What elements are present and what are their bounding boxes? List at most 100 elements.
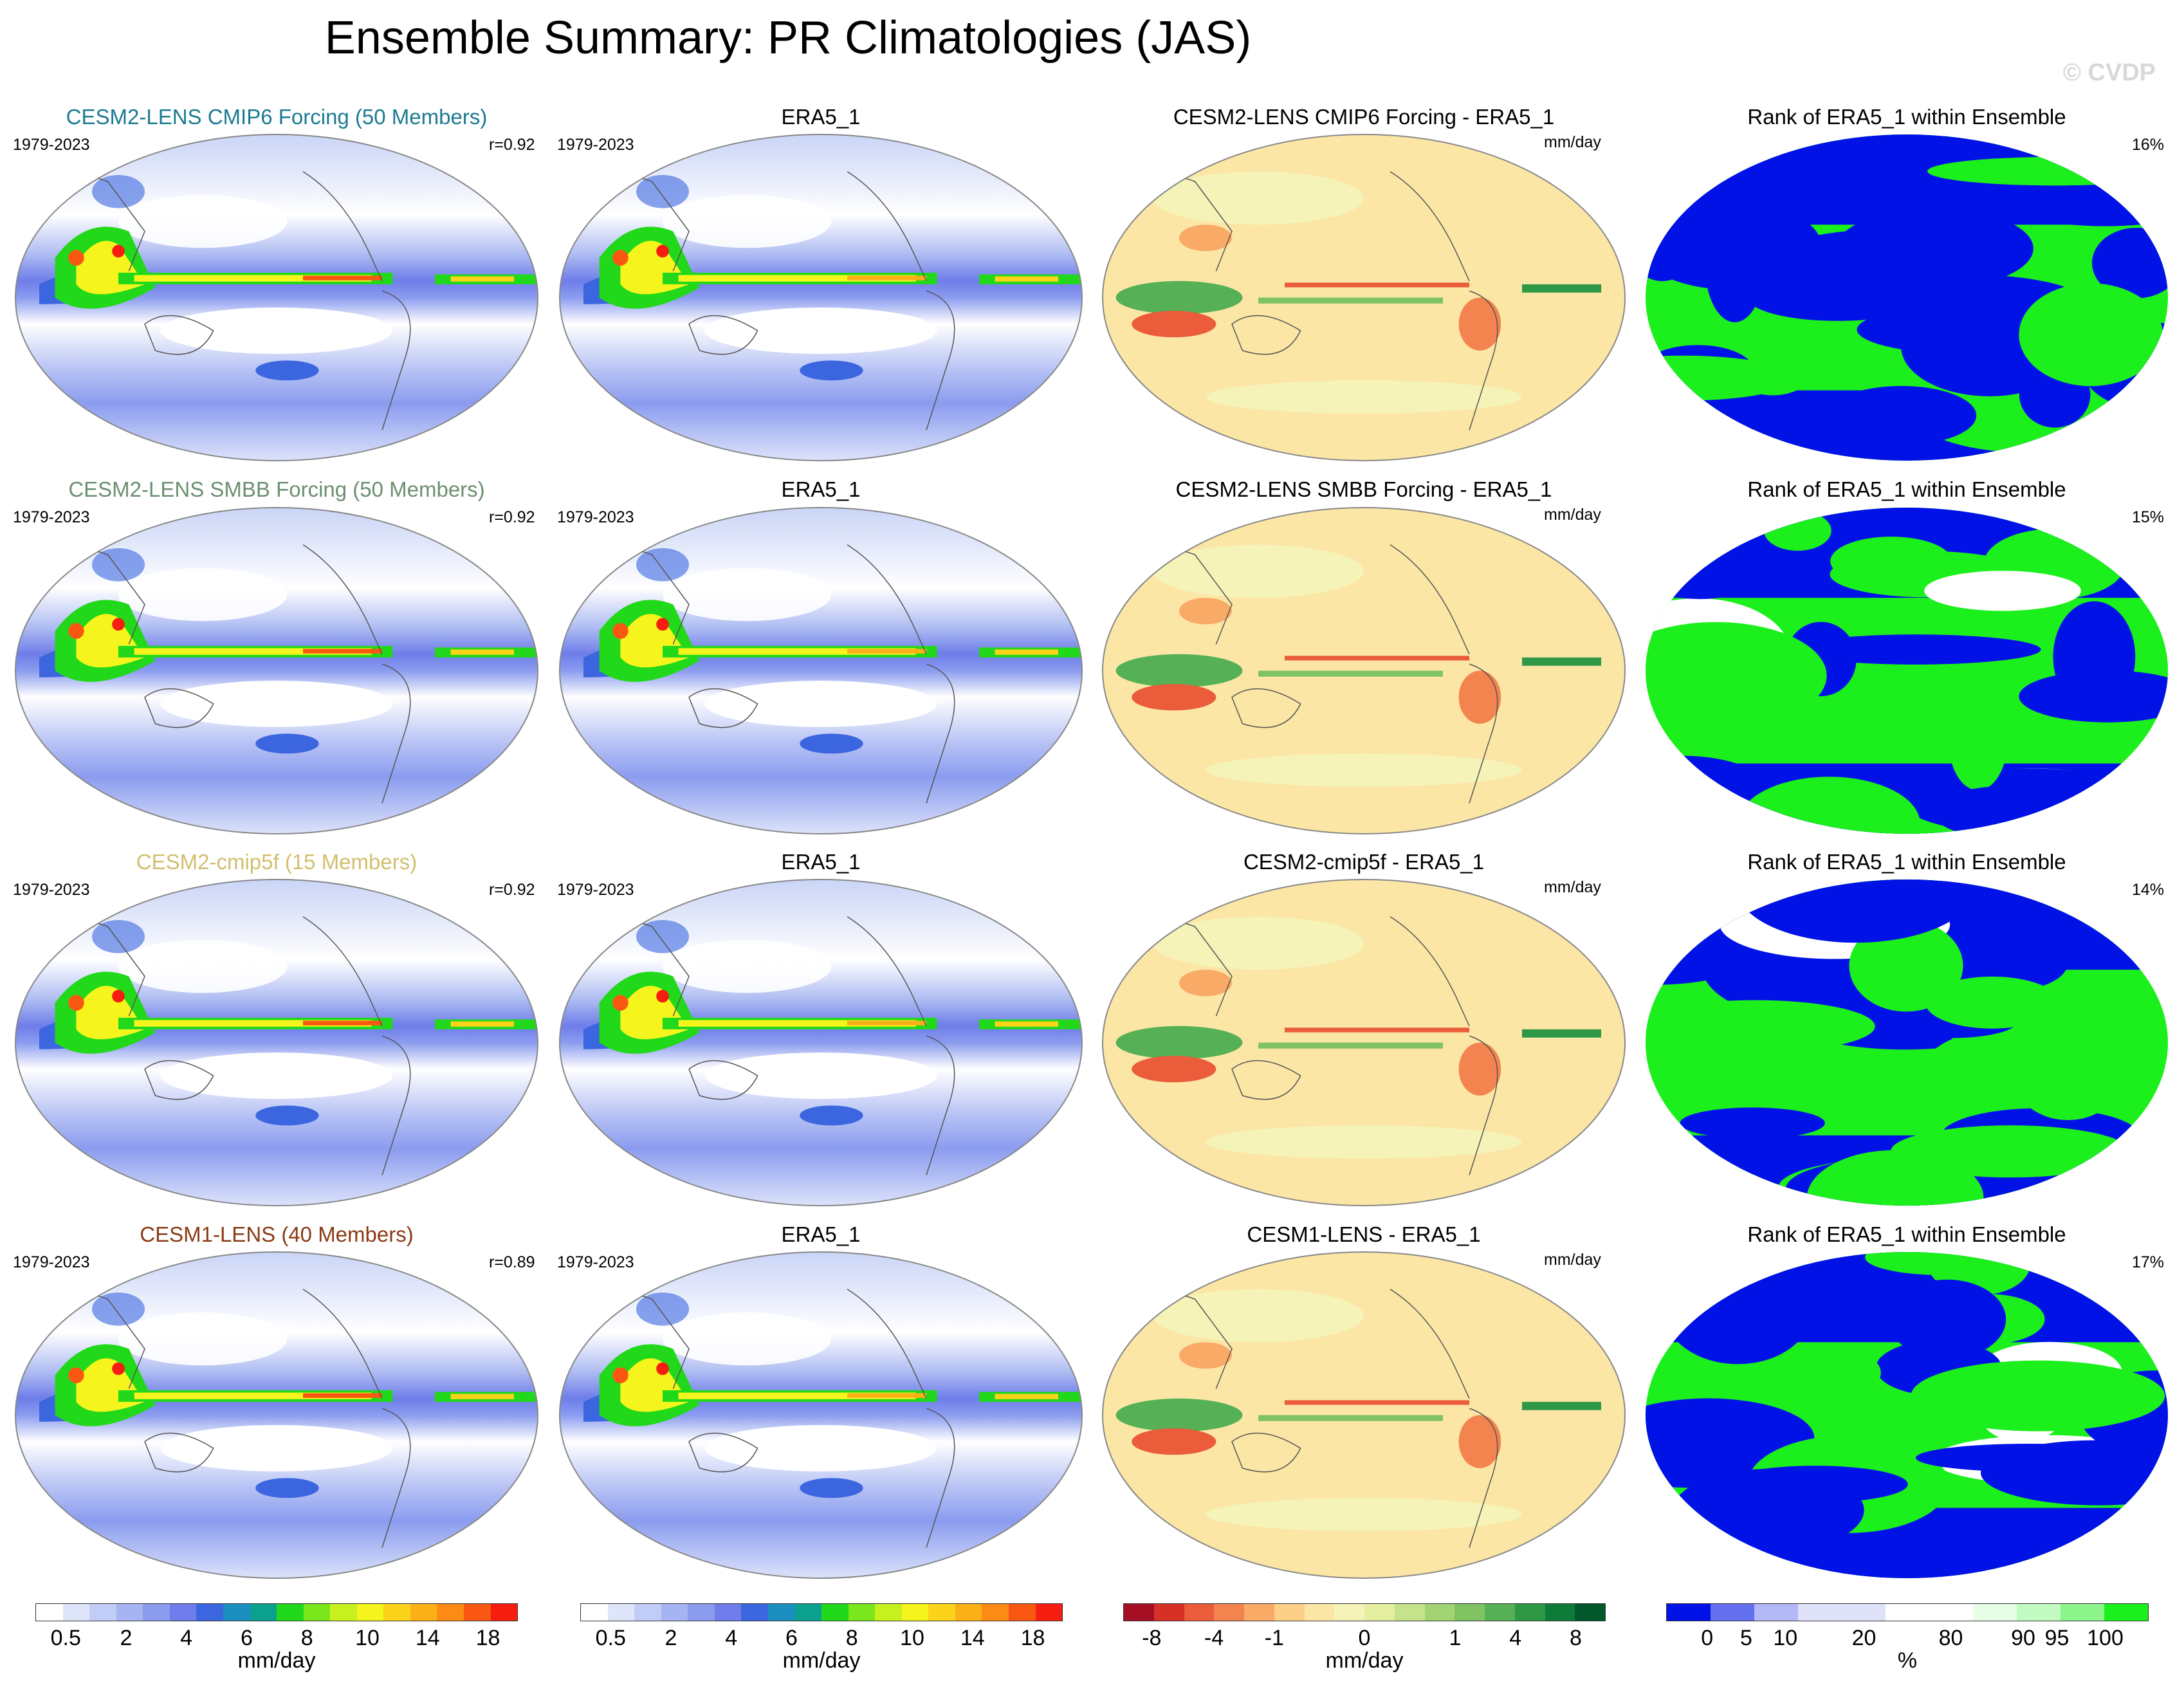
precip-colorbar-1-swatch	[464, 1604, 491, 1621]
rank-colorbar-swatch	[1929, 1604, 1973, 1621]
rank-colorbar-tick-label: 20	[1851, 1626, 1877, 1650]
panel-title-obs-row1: ERA5_1	[781, 105, 861, 129]
precip-colorbar-2-swatch	[634, 1604, 661, 1621]
precip-colorbar-1-swatch	[89, 1604, 116, 1621]
panel-title-model-row4: CESM1-LENS (40 Members)	[140, 1222, 414, 1246]
precip-colorbar-1-swatch	[250, 1604, 277, 1621]
rank-colorbar-swatch	[2060, 1604, 2104, 1621]
rank-colorbar-tick-label: 5	[1740, 1626, 1752, 1650]
panel-correlation-row2: r=0.92	[489, 508, 535, 526]
map-diff-row3	[1102, 879, 1626, 1206]
precip-colorbar-1-tick-label: 4	[180, 1626, 193, 1650]
panel-title-obs-row2: ERA5_1	[781, 477, 861, 501]
precip-colorbar-1-tick-label: 2	[120, 1626, 133, 1650]
rank-colorbar-swatch	[2104, 1604, 2148, 1621]
rank-colorbar-swatch	[2017, 1604, 2060, 1621]
precip-colorbar-2	[580, 1603, 1063, 1621]
precip-colorbar-2-tick-label: 4	[725, 1626, 738, 1650]
precip-colorbar-1-swatch	[36, 1604, 63, 1621]
precip-colorbar-1-swatch	[143, 1604, 170, 1621]
panel-title-obs-row4: ERA5_1	[781, 1222, 861, 1246]
panel-title-diff-row3: CESM2-cmip5f - ERA5_1	[1243, 850, 1485, 874]
precip-colorbar-1-tick-label: 8	[300, 1626, 313, 1650]
precip-colorbar-2-swatch	[581, 1604, 608, 1621]
precip-colorbar-1-swatch	[356, 1604, 384, 1621]
panel-years-model-row2: 1979-2023	[13, 508, 90, 526]
panel-correlation-row1: r=0.92	[489, 136, 535, 154]
precip-colorbar-1	[35, 1603, 518, 1621]
map-model-row4	[15, 1251, 538, 1579]
map-model-row1	[15, 134, 538, 461]
precip-colorbar-2-tick-label: 2	[665, 1626, 677, 1650]
diff-colorbar-swatch	[1184, 1604, 1215, 1621]
diff-colorbar-swatch	[1454, 1604, 1485, 1621]
panel-title-diff-row2: CESM2-LENS SMBB Forcing - ERA5_1	[1175, 477, 1552, 501]
map-rank-row3	[1646, 879, 2168, 1206]
panel-title-diff-row4: CESM1-LENS - ERA5_1	[1247, 1222, 1481, 1246]
diff-colorbar-swatch	[1485, 1604, 1515, 1621]
rank-colorbar-swatch	[1754, 1604, 1798, 1621]
panel-units-diff-row1: mm/day	[1544, 133, 1601, 151]
diff-colorbar-units-label: mm/day	[1325, 1648, 1404, 1673]
precip-colorbar-2-swatch	[901, 1604, 929, 1621]
precip-colorbar-2-swatch	[821, 1604, 849, 1621]
rank-colorbar-swatch	[1798, 1604, 1842, 1621]
rank-colorbar-swatch	[1973, 1604, 2017, 1621]
diff-colorbar-swatch	[1575, 1604, 1605, 1621]
diff-colorbar	[1123, 1603, 1606, 1621]
precip-colorbar-2-tick-label: 18	[1020, 1626, 1045, 1650]
precip-colorbar-2-swatch	[875, 1604, 902, 1621]
precip-colorbar-2-swatch	[1035, 1604, 1063, 1621]
diff-colorbar-swatch	[1514, 1604, 1545, 1621]
diff-colorbar-tick-label: 8	[1570, 1626, 1582, 1650]
diff-colorbar-tick-label: -1	[1264, 1626, 1284, 1650]
map-rank-row2	[1646, 508, 2168, 834]
precip-colorbar-2-swatch	[741, 1604, 768, 1621]
precip-colorbar-1-tick-label: 10	[355, 1626, 380, 1650]
diff-colorbar-tick-label: -4	[1204, 1626, 1224, 1650]
precip-colorbar-2-swatch	[688, 1604, 715, 1621]
panel-years-obs-row3: 1979-2023	[557, 881, 634, 899]
rank-colorbar-tick-label: 100	[2087, 1626, 2124, 1650]
panel-title-model-row1: CESM2-LENS CMIP6 Forcing (50 Members)	[66, 105, 488, 129]
precip-colorbar-2-swatch	[767, 1604, 795, 1621]
precip-colorbar-2-swatch	[661, 1604, 688, 1621]
precip-colorbar-1-swatch	[223, 1604, 250, 1621]
precip-colorbar-2-swatch	[714, 1604, 742, 1621]
precip-colorbar-2-swatch	[848, 1604, 876, 1621]
diff-colorbar-swatch	[1244, 1604, 1274, 1621]
precip-colorbar-2-tick-label: 10	[900, 1626, 924, 1650]
panel-years-model-row3: 1979-2023	[13, 881, 90, 899]
diff-colorbar-swatch	[1153, 1604, 1184, 1621]
diff-colorbar-tick-label: 4	[1509, 1626, 1522, 1650]
rank-colorbar-tick-label: 80	[1938, 1626, 1963, 1650]
precip-colorbar-2-tick-label: 14	[960, 1626, 985, 1650]
figure-title: Ensemble Summary: PR Climatologies (JAS)	[324, 12, 1252, 64]
panel-rank-percent-row3: 14%	[2132, 881, 2165, 899]
precip-colorbar-1-tick-label: 0.5	[50, 1626, 81, 1650]
panel-correlation-row4: r=0.89	[489, 1253, 535, 1271]
precip-colorbar-2-swatch	[794, 1604, 822, 1621]
precip-colorbar-1-swatch	[277, 1604, 304, 1621]
precip-colorbar-2-swatch	[607, 1604, 635, 1621]
panel-title-obs-row3: ERA5_1	[781, 850, 861, 874]
rank-colorbar-tick-label: 10	[1773, 1626, 1798, 1650]
precip-colorbar-1-swatch	[169, 1604, 197, 1621]
precip-colorbar-2-tick-label: 0.5	[595, 1626, 626, 1650]
rank-colorbar	[1666, 1603, 2149, 1621]
precip-colorbar-1-swatch	[62, 1604, 90, 1621]
panel-title-model-row2: CESM2-LENS SMBB Forcing (50 Members)	[68, 477, 485, 501]
rank-colorbar-swatch	[1667, 1604, 1711, 1621]
panel-rank-percent-row1: 16%	[2132, 136, 2165, 154]
map-diff-row1	[1102, 134, 1626, 461]
diff-colorbar-swatch	[1364, 1604, 1395, 1621]
precip-colorbar-2-units-label: mm/day	[782, 1648, 861, 1673]
rank-colorbar-swatch	[1711, 1604, 1754, 1621]
precip-colorbar-1-tick-label: 18	[475, 1626, 500, 1650]
precip-colorbar-2-swatch	[928, 1604, 955, 1621]
diff-colorbar-swatch	[1424, 1604, 1455, 1621]
panel-units-diff-row2: mm/day	[1544, 506, 1601, 524]
panel-title-rank-row3: Rank of ERA5_1 within Ensemble	[1747, 850, 2066, 874]
panel-rank-percent-row4: 17%	[2132, 1253, 2165, 1271]
diff-colorbar-tick-label: -8	[1142, 1626, 1162, 1650]
